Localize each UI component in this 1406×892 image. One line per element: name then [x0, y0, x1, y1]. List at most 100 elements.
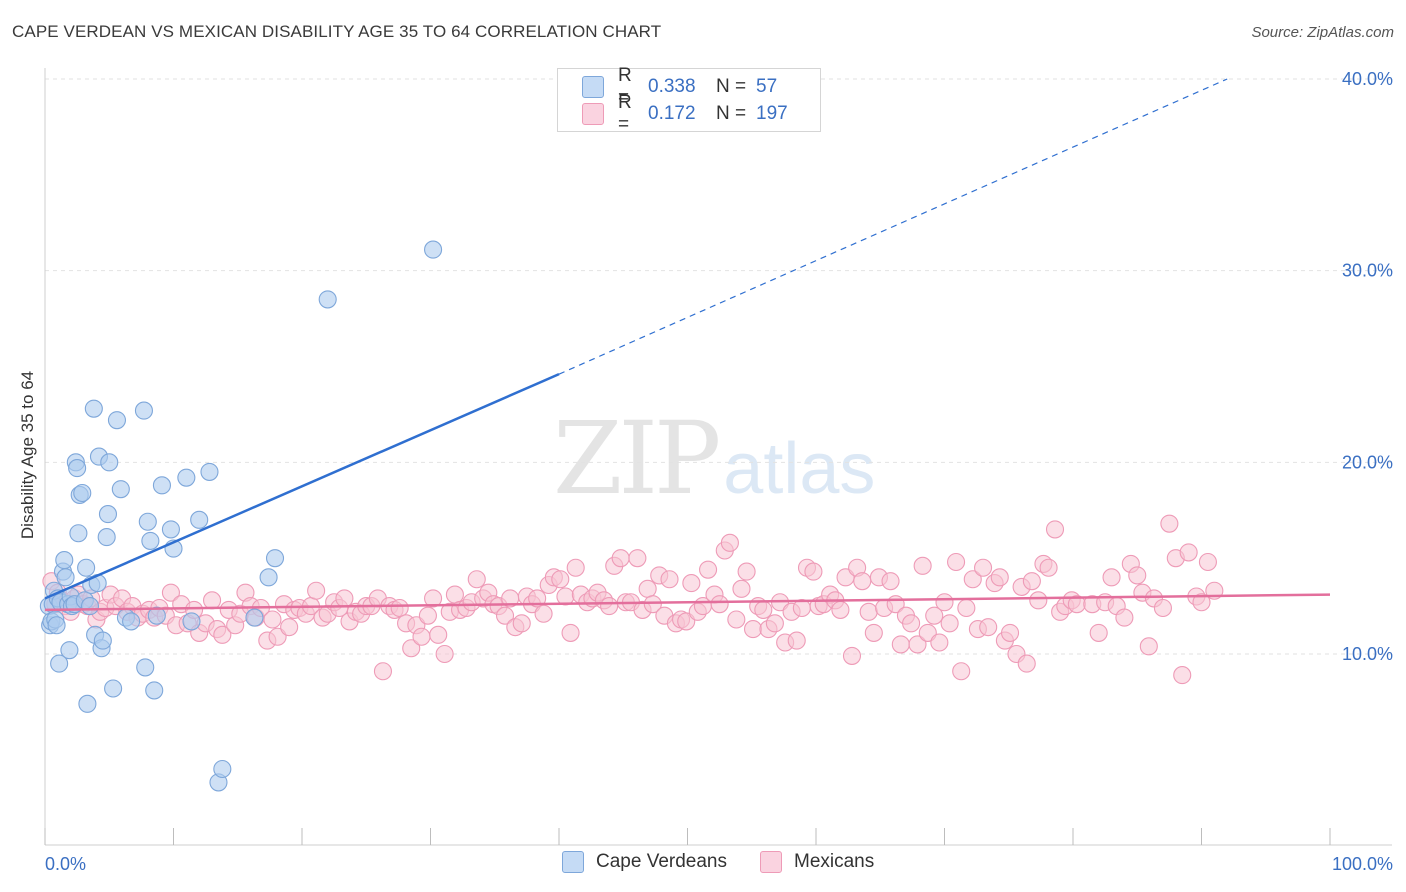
legend-n-value: 197: [756, 103, 788, 124]
legend-r-label: R =: [618, 65, 632, 108]
mexicans-point: [551, 570, 570, 589]
cape-verdeans-point: [47, 616, 66, 635]
mexicans-point: [1192, 593, 1211, 612]
mexicans-point: [902, 614, 921, 633]
cape-verdeans-point: [141, 531, 160, 550]
cape-verdeans-point: [98, 505, 118, 524]
series-legend: Cape Verdeans Mexicans: [0, 851, 1406, 877]
watermark-atlas: atlas: [723, 429, 876, 509]
legend-swatch-pink: [582, 103, 604, 125]
mexicans-point: [660, 570, 679, 589]
mexicans-point: [935, 593, 954, 612]
mexicans-point: [561, 623, 580, 642]
y-tick-label: 30.0%: [1342, 261, 1393, 281]
mexicans-trend-line: [44, 593, 1331, 612]
mexicans-point: [600, 597, 619, 616]
cape-verdeans-trend-line: [44, 373, 560, 600]
legend-r-value: 0.338: [648, 76, 696, 97]
cape-verdeans-point: [69, 524, 88, 543]
mexicans-point: [881, 572, 900, 591]
mexicans-point: [925, 606, 944, 625]
cape-verdeans-point: [145, 681, 164, 700]
source-credit: Source: ZipAtlas.com: [1251, 24, 1394, 41]
mexicans-point: [161, 583, 180, 602]
mexicans-point: [335, 589, 354, 608]
mexicans-point: [418, 606, 437, 625]
mexicans-point: [268, 627, 287, 646]
y-axis-label: Disability Age 35 to 64: [18, 370, 37, 540]
mexicans-point: [1139, 637, 1158, 656]
mexicans-point: [864, 623, 883, 642]
mexicans-point: [611, 549, 630, 568]
mexicans-point: [373, 662, 393, 681]
mexicans-point: [787, 631, 806, 650]
series-swatch-pink: [760, 851, 782, 873]
mexicans-point: [307, 581, 326, 600]
correlation-legend: R = 0.338 N = 57 R = 0.172 N = 197: [557, 65, 821, 135]
mexicans-point: [710, 595, 729, 614]
mexicans-point: [754, 600, 773, 619]
cape-verdeans-point: [152, 476, 171, 495]
mexicans-point: [445, 585, 464, 604]
mexicans-point: [853, 572, 872, 591]
mexicans-point: [203, 591, 222, 610]
cape-verdeans-point: [77, 558, 96, 577]
mexicans-point: [638, 579, 657, 598]
legend-swatch-blue: [582, 76, 604, 98]
mexicans-point: [412, 627, 431, 646]
legend-n-value: 57: [756, 76, 778, 97]
cape-verdeans-point: [100, 453, 119, 472]
mexicans-point: [390, 598, 409, 618]
mexicans-point: [495, 606, 515, 625]
cape-verdeans-point: [161, 520, 180, 539]
mexicans-point: [528, 589, 547, 608]
mexicans-point: [918, 623, 937, 642]
cape-verdeans-point: [111, 480, 130, 499]
mexicans-point: [1173, 666, 1192, 685]
mexicans-point: [1045, 520, 1065, 539]
mexicans-point: [973, 558, 993, 577]
mexicans-point: [990, 568, 1009, 587]
mexicans-point: [831, 600, 850, 619]
mexicans-point: [1089, 623, 1108, 642]
mexicans-point: [1153, 598, 1172, 618]
cape-verdeans-point: [182, 612, 201, 631]
cape-verdeans-point: [200, 462, 219, 481]
mexicans-point: [859, 602, 878, 621]
mexicans-point: [930, 633, 949, 652]
series-swatch-blue: [562, 851, 584, 873]
mexicans-point: [699, 560, 718, 579]
mexicans-point: [263, 610, 282, 629]
series-legend-label: Mexicans: [794, 851, 875, 872]
cape-verdeans-point: [259, 568, 278, 587]
y-tick-label: 40.0%: [1342, 69, 1393, 89]
cape-verdeans-point: [190, 510, 209, 529]
mexicans-point: [1102, 568, 1121, 587]
mexicans-point: [402, 639, 421, 658]
cape-verdeans-point: [78, 694, 97, 713]
cape-verdeans-point: [50, 654, 69, 673]
mexicans-point: [435, 644, 454, 664]
cape-verdeans-point: [56, 568, 75, 587]
cape-verdeans-point: [147, 606, 166, 625]
mexicans-point: [534, 604, 553, 623]
mexicans-point: [743, 620, 763, 639]
mexicans-point: [720, 533, 739, 552]
cape-verdeans-point: [424, 240, 443, 259]
mexicans-point: [677, 612, 696, 631]
cape-verdeans-point: [136, 658, 155, 677]
mexicans-point: [727, 610, 746, 629]
mexicans-point: [682, 574, 701, 593]
mexicans-point: [1029, 591, 1048, 610]
mexicans-point: [765, 614, 784, 633]
mexicans-point: [467, 570, 486, 589]
cape-verdeans-point: [68, 459, 87, 478]
mexicans-point: [280, 618, 299, 637]
mexicans-point: [1128, 566, 1147, 585]
mexicans-point: [732, 579, 751, 598]
mexicans-point: [952, 662, 971, 681]
cape-verdeans-point: [177, 468, 196, 487]
cape-verdeans-point: [73, 483, 92, 503]
series-legend-cape-verdeans: Cape Verdeans: [562, 851, 727, 873]
